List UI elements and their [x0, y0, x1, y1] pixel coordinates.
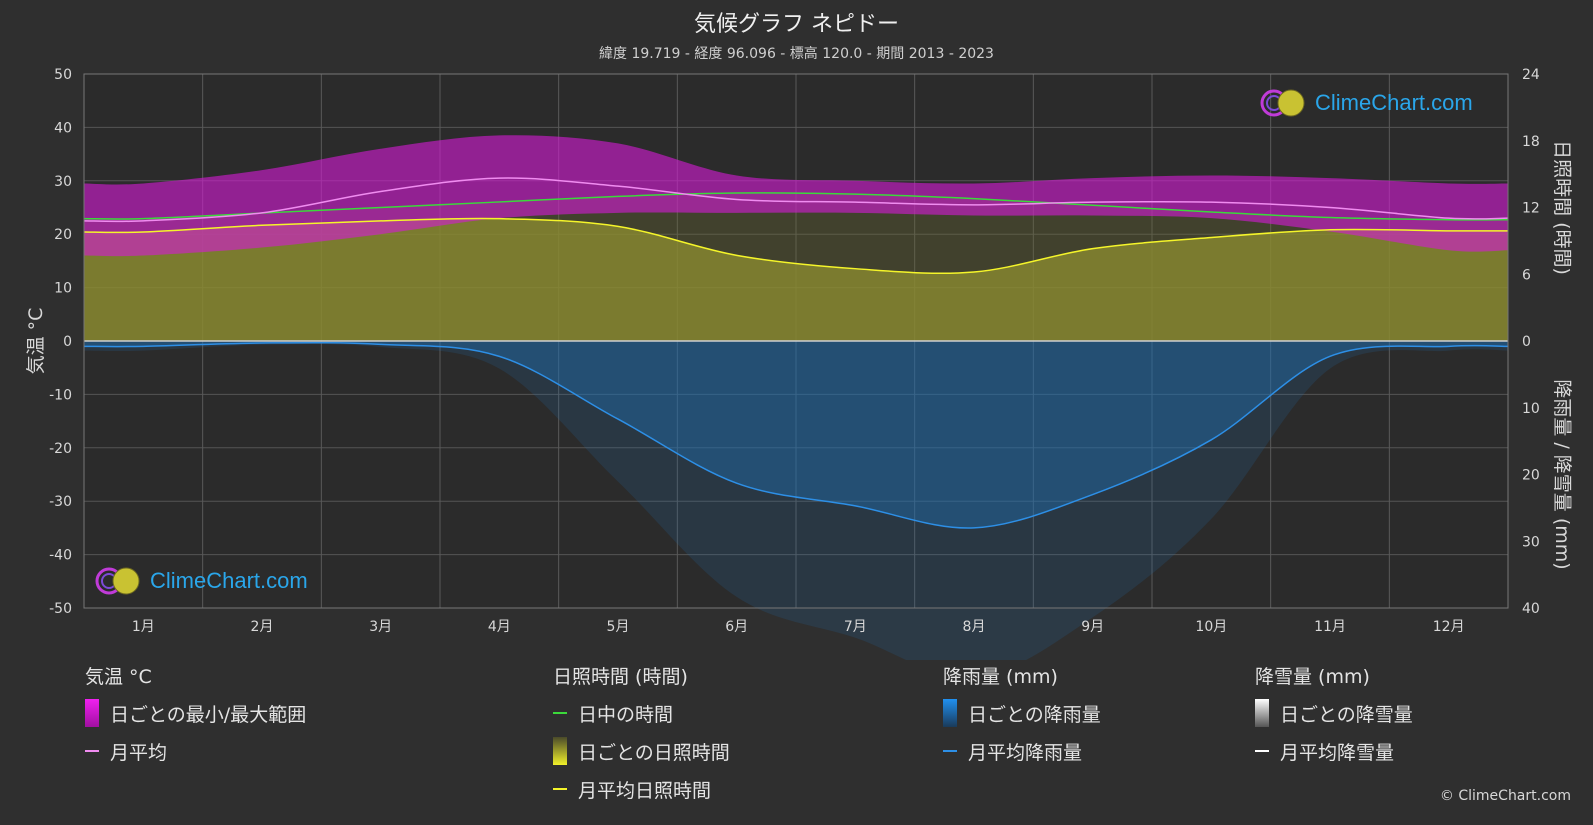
sunshine-avg-swatch: [553, 788, 567, 790]
climate-chart: 50 40 30 20 10 0 -10 -20 -30 -40 -50 24 18 12 6 0 10 20 30…: [25, 67, 1573, 660]
legend-sunshine: 日照時間 (時間) 日中の時間 日ごとの日照時間 月平均日照時間: [553, 662, 730, 812]
legend-snow-avg: 月平均降雪量: [1255, 736, 1413, 766]
y-tick-label: -50: [49, 601, 72, 617]
snow-daily-swatch: [1255, 699, 1269, 727]
y2-tick-label: 0: [1522, 334, 1531, 350]
sunshine-daily-area: [84, 218, 1508, 341]
legend-temp-avg-label: 月平均: [110, 741, 168, 764]
y2-tick-label: 24: [1522, 67, 1540, 83]
legend-temp-range-label: 日ごとの最小/最大範囲: [110, 703, 307, 726]
temp-range-swatch: [85, 699, 99, 727]
legend-snow: 降雪量 (mm) 日ごとの降雪量 月平均降雪量: [1255, 662, 1413, 774]
x-tick-label: 11月: [1314, 619, 1346, 635]
y-tick-label: -10: [49, 387, 72, 403]
sunshine-daily-swatch: [553, 737, 567, 765]
legend-daylight-label: 日中の時間: [578, 703, 674, 726]
copyright: © ClimeChart.com: [1439, 788, 1571, 804]
legend-temp-avg: 月平均: [85, 736, 306, 766]
temp-avg-swatch: [85, 750, 99, 752]
y-tick-label: 40: [54, 120, 72, 136]
x-tick-label: 8月: [963, 619, 986, 635]
rain-avg-swatch: [943, 750, 957, 752]
temp-range-band: [84, 135, 1508, 257]
y-axis-title: 気温 °C: [25, 308, 47, 375]
y-tick-label: -30: [49, 494, 72, 510]
legend-rain-avg-label: 月平均降雨量: [968, 741, 1083, 764]
legend-rain-avg: 月平均降雨量: [943, 736, 1101, 766]
y-tick-label: 10: [54, 281, 72, 297]
legend-temperature-heading: 気温 °C: [85, 666, 152, 688]
legend-daylight: 日中の時間: [553, 698, 730, 728]
x-tick-label: 9月: [1081, 619, 1104, 635]
y-tick-label: -20: [49, 441, 72, 457]
y3-tick-label: 30: [1522, 534, 1540, 550]
y-tick-label: -40: [49, 548, 72, 564]
x-tick-label: 3月: [369, 619, 392, 635]
x-tick-label: 5月: [607, 619, 630, 635]
rain-daily-swatch: [943, 699, 957, 727]
rain-daily-area: [84, 341, 1508, 529]
legend-rain-daily-label: 日ごとの降雨量: [968, 703, 1101, 726]
x-tick-label: 12月: [1433, 619, 1465, 635]
sunshine-possible-area: [84, 192, 1508, 341]
rain-daily-spread: [84, 341, 1508, 660]
daylight-line: [83, 192, 1509, 221]
y3-tick-label: 10: [1522, 401, 1540, 417]
daylight-swatch: [553, 712, 567, 714]
x-tick-label: 2月: [251, 619, 274, 635]
legend-temperature: 気温 °C 日ごとの最小/最大範囲 月平均: [85, 662, 306, 774]
x-tick-label: 1月: [132, 619, 155, 635]
legend-snow-daily: 日ごとの降雪量: [1255, 698, 1413, 728]
legend-sunshine-daily: 日ごとの日照時間: [553, 736, 730, 766]
legend-temp-range: 日ごとの最小/最大範囲: [85, 698, 306, 728]
y-tick-label: 20: [54, 227, 72, 243]
climechart-logo-icon: [95, 567, 140, 595]
x-tick-label: 4月: [488, 619, 511, 635]
y3-tick-label: 20: [1522, 468, 1540, 484]
y-tick-label: 30: [54, 174, 72, 190]
logo-text: ClimeChart.com: [150, 568, 308, 593]
y-tick-label: 50: [54, 67, 72, 83]
legend-snow-heading: 降雪量 (mm): [1255, 666, 1370, 688]
y2-axis-title: 日照時間 (時間): [1551, 140, 1573, 275]
logo-bottom-left[interactable]: ClimeChart.com: [94, 566, 308, 596]
y3-axis-title: 降雨量 / 降雪量 (mm): [1551, 379, 1573, 569]
legend-sunshine-heading: 日照時間 (時間): [553, 666, 688, 688]
legend-rain-heading: 降雨量 (mm): [943, 666, 1058, 688]
x-tick-label: 6月: [725, 619, 748, 635]
climechart-logo-icon: [1260, 89, 1305, 117]
y2-tick-label: 12: [1522, 201, 1540, 217]
legend-sunshine-avg: 月平均日照時間: [553, 774, 730, 804]
y2-tick-label: 18: [1522, 134, 1540, 150]
plot-border: [83, 73, 1509, 609]
chart-subtitle: 緯度 19.719 - 経度 96.096 - 標高 120.0 - 期間 20…: [599, 46, 994, 62]
sunshine-avg-line: [83, 217, 1509, 275]
legend-sunshine-avg-label: 月平均日照時間: [578, 779, 712, 802]
y-tick-label: 0: [63, 334, 72, 350]
y3-tick-label: 40: [1522, 601, 1540, 617]
y2-tick-label: 6: [1522, 267, 1531, 283]
logo-text: ClimeChart.com: [1315, 90, 1473, 115]
logo-top-right[interactable]: ClimeChart.com: [1259, 88, 1473, 118]
rain-avg-line: [83, 341, 1509, 529]
x-tick-label: 7月: [844, 619, 867, 635]
legend-sunshine-daily-label: 日ごとの日照時間: [578, 741, 730, 764]
legend-snow-avg-label: 月平均降雪量: [1280, 741, 1395, 764]
temp-avg-line: [83, 177, 1509, 223]
x-tick-label: 10月: [1195, 619, 1227, 635]
legend-snow-daily-label: 日ごとの降雪量: [1280, 703, 1413, 726]
chart-title: 気候グラフ ネピドー: [694, 12, 899, 37]
legend-rain-daily: 日ごとの降雨量: [943, 698, 1101, 728]
snow-avg-swatch: [1255, 750, 1269, 752]
legend-rain: 降雨量 (mm) 日ごとの降雨量 月平均降雨量: [943, 662, 1101, 774]
